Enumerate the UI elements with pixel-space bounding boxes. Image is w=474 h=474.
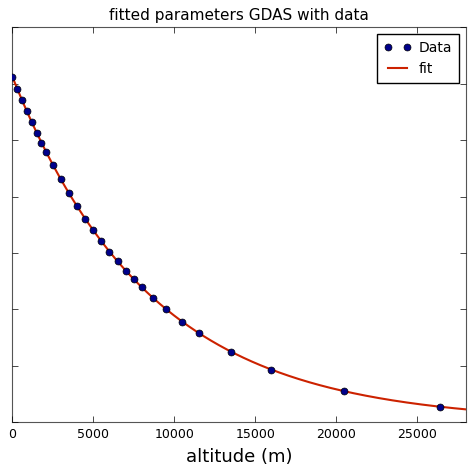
Data — [24, 109, 30, 114]
Data — [150, 295, 156, 301]
Legend: Data, fit: Data, fit — [377, 34, 459, 83]
Data — [19, 97, 25, 103]
Data — [74, 203, 80, 209]
Data — [115, 258, 120, 264]
Line: Data: Data — [9, 73, 443, 410]
fit — [9, 74, 15, 80]
fit — [463, 407, 468, 412]
Data — [269, 367, 274, 373]
fit — [321, 383, 327, 389]
Data — [44, 149, 49, 155]
Data — [14, 86, 20, 91]
Data — [228, 349, 234, 355]
Data — [180, 319, 185, 325]
Data — [139, 284, 145, 290]
fit — [209, 338, 215, 344]
Data — [131, 276, 137, 282]
Data — [164, 306, 169, 312]
X-axis label: altitude (m): altitude (m) — [186, 447, 292, 465]
Data — [99, 238, 104, 244]
Data — [34, 130, 39, 136]
Data — [82, 216, 88, 221]
Data — [66, 191, 72, 196]
Data — [50, 162, 55, 167]
Line: fit: fit — [12, 77, 465, 410]
Data — [39, 140, 45, 146]
Title: fitted parameters GDAS with data: fitted parameters GDAS with data — [109, 9, 369, 23]
Data — [437, 404, 443, 410]
Data — [196, 330, 201, 336]
Data — [123, 268, 128, 273]
fit — [193, 328, 199, 334]
fit — [363, 393, 369, 399]
Data — [91, 228, 96, 233]
Data — [9, 74, 15, 80]
Data — [29, 119, 35, 125]
fit — [56, 173, 62, 178]
Data — [58, 176, 64, 182]
Data — [107, 249, 112, 255]
Data — [341, 388, 347, 394]
fit — [371, 394, 377, 400]
